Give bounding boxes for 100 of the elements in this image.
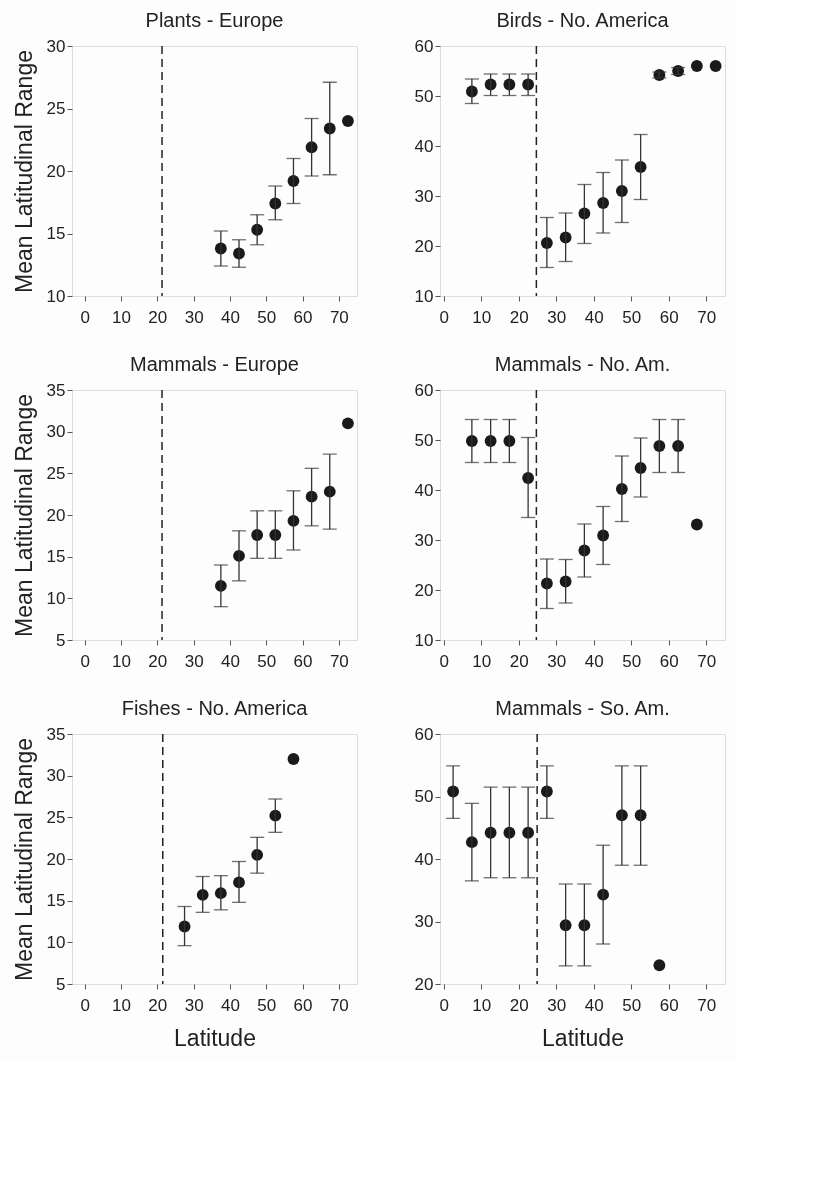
x-tick-label: 60: [659, 995, 679, 1015]
x-tick-label: 70: [697, 995, 717, 1015]
x-tick-label: 0: [439, 995, 449, 1015]
y-tick-label: 10: [46, 932, 66, 952]
x-tick-label: 40: [584, 651, 604, 671]
y-tick-label: 10: [46, 588, 66, 608]
x-tick-label: 10: [472, 995, 492, 1015]
x-tick-label: 70: [697, 651, 717, 671]
y-tick-label: 20: [414, 236, 434, 256]
y-tick-label: 20: [46, 161, 66, 181]
y-tick-label: 35: [46, 724, 66, 744]
chart-title: Mammals - So. Am.: [495, 697, 670, 719]
x-tick-label: 70: [329, 995, 349, 1015]
y-tick-label: 20: [414, 580, 434, 600]
y-tick-label: 40: [414, 480, 434, 500]
y-axis-title: Mean Latitudinal Range: [10, 738, 37, 981]
x-tick-label: 60: [659, 651, 679, 671]
x-tick-label: 40: [220, 307, 240, 327]
chart-title: Mammals - No. Am.: [494, 353, 671, 375]
y-tick-label: 25: [46, 463, 66, 483]
y-tick-label: 25: [46, 99, 66, 118]
y-tick-label: 35: [46, 380, 66, 400]
x-tick-label: 50: [257, 307, 277, 327]
x-tick-label: 60: [293, 651, 313, 671]
x-tick-label: 30: [184, 651, 204, 671]
y-tick-label: 10: [46, 286, 66, 306]
point: [342, 115, 354, 127]
x-tick-label: 40: [584, 307, 604, 327]
y-tick-label: 30: [414, 530, 434, 550]
y-tick-label: 15: [46, 547, 66, 567]
x-tick-label: 30: [547, 307, 567, 327]
x-tick-label: 40: [220, 995, 240, 1015]
x-axis-title: Latitude: [174, 1024, 256, 1051]
point: [690, 518, 703, 531]
y-tick-label: 60: [414, 724, 434, 744]
x-tick-label: 0: [80, 995, 90, 1015]
x-tick-label: 20: [148, 307, 168, 327]
point: [690, 60, 703, 72]
y-tick-label: 20: [46, 505, 66, 525]
y-axis-title: Mean Latitudinal Range: [10, 50, 37, 293]
y-tick-label: 50: [414, 86, 434, 106]
y-tick-label: 30: [414, 186, 434, 206]
y-tick-label: 5: [56, 630, 66, 650]
x-tick-label: 10: [472, 651, 492, 671]
x-tick-label: 50: [622, 651, 642, 671]
y-tick-label: 30: [414, 912, 434, 931]
x-tick-label: 30: [184, 307, 204, 327]
x-tick-label: 60: [659, 307, 679, 327]
x-tick-label: 70: [697, 307, 717, 327]
x-tick-label: 20: [148, 651, 168, 671]
chart-title: Mammals - Europe: [130, 353, 299, 375]
x-tick-label: 10: [472, 307, 492, 327]
x-tick-label: 10: [112, 651, 131, 671]
y-tick-label: 20: [46, 849, 66, 869]
x-tick-label: 20: [509, 995, 529, 1015]
y-tick-label: 25: [46, 807, 66, 827]
y-tick-label: 30: [46, 422, 66, 442]
x-tick-label: 0: [439, 651, 449, 671]
point: [709, 60, 722, 72]
x-tick-label: 70: [329, 307, 349, 327]
x-tick-label: 50: [257, 995, 277, 1015]
chart-title: Plants - Europe: [145, 9, 284, 31]
y-tick-label: 5: [56, 974, 66, 994]
y-tick-label: 50: [414, 787, 434, 806]
x-tick-label: 40: [220, 651, 240, 671]
x-tick-label: 40: [584, 995, 604, 1015]
x-tick-label: 10: [112, 307, 131, 327]
y-tick-label: 60: [414, 36, 434, 56]
x-tick-label: 0: [439, 307, 449, 327]
y-tick-label: 40: [414, 136, 434, 156]
point: [342, 417, 354, 430]
x-tick-label: 60: [293, 307, 313, 327]
y-tick-label: 10: [414, 286, 434, 306]
x-tick-label: 20: [509, 651, 529, 671]
x-tick-label: 50: [622, 995, 642, 1015]
y-tick-label: 40: [414, 849, 434, 869]
chart-title: Fishes - No. America: [121, 697, 309, 719]
y-tick-label: 15: [46, 891, 66, 911]
x-tick-label: 50: [257, 651, 277, 671]
x-tick-label: 20: [509, 307, 529, 327]
y-tick-label: 20: [414, 974, 434, 994]
y-tick-label: 10: [414, 630, 434, 650]
x-tick-label: 30: [184, 995, 204, 1015]
x-tick-label: 0: [80, 651, 90, 671]
x-tick-label: 0: [80, 307, 90, 327]
x-tick-label: 20: [148, 995, 168, 1015]
x-tick-label: 60: [293, 995, 313, 1015]
point: [653, 959, 666, 972]
chart-title: Birds - No. America: [496, 9, 670, 31]
x-tick-label: 30: [547, 995, 567, 1015]
y-tick-label: 30: [46, 36, 66, 56]
y-tick-label: 15: [46, 224, 66, 243]
y-tick-label: 60: [414, 380, 434, 400]
y-tick-label: 50: [414, 430, 434, 450]
y-tick-label: 30: [46, 766, 66, 786]
x-tick-label: 30: [547, 651, 567, 671]
point: [287, 753, 300, 765]
x-axis-title: Latitude: [542, 1024, 624, 1051]
y-axis-title: Mean Latitudinal Range: [10, 394, 37, 637]
x-tick-label: 10: [112, 995, 131, 1015]
